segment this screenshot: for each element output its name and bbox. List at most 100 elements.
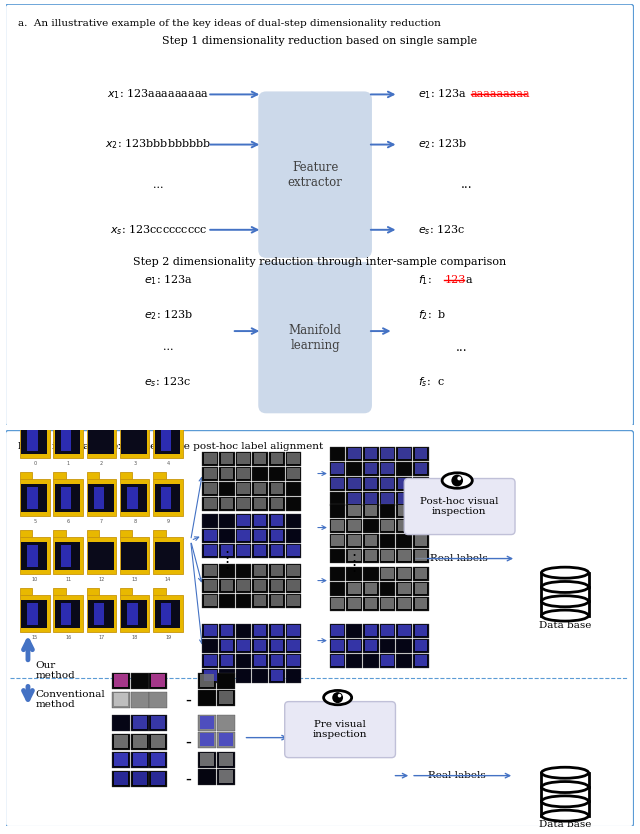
FancyBboxPatch shape [131,672,148,689]
FancyBboxPatch shape [271,565,283,576]
Text: 12: 12 [99,576,104,581]
FancyBboxPatch shape [252,466,268,480]
FancyBboxPatch shape [219,654,235,667]
FancyBboxPatch shape [330,446,346,460]
FancyBboxPatch shape [285,481,301,495]
FancyBboxPatch shape [396,504,412,518]
FancyBboxPatch shape [398,448,410,460]
FancyBboxPatch shape [236,579,252,593]
FancyBboxPatch shape [204,625,216,636]
FancyBboxPatch shape [121,600,147,628]
Text: Post-hoc visual
inspection: Post-hoc visual inspection [420,497,499,516]
FancyBboxPatch shape [348,598,360,609]
FancyBboxPatch shape [202,639,218,652]
FancyBboxPatch shape [346,476,362,490]
FancyBboxPatch shape [131,715,148,731]
FancyBboxPatch shape [254,515,266,526]
FancyBboxPatch shape [112,691,130,707]
FancyBboxPatch shape [271,545,283,556]
FancyBboxPatch shape [287,565,300,576]
FancyBboxPatch shape [252,669,268,682]
FancyBboxPatch shape [365,640,377,651]
FancyBboxPatch shape [202,496,218,510]
FancyBboxPatch shape [365,463,377,474]
FancyBboxPatch shape [155,426,180,454]
FancyBboxPatch shape [285,594,301,608]
FancyBboxPatch shape [287,545,300,556]
FancyBboxPatch shape [254,625,266,636]
FancyBboxPatch shape [112,751,130,767]
FancyBboxPatch shape [20,588,33,595]
FancyBboxPatch shape [287,595,300,606]
Text: :: : [225,547,230,562]
FancyBboxPatch shape [413,654,429,667]
FancyBboxPatch shape [237,483,250,494]
FancyBboxPatch shape [363,504,379,518]
FancyBboxPatch shape [415,640,428,651]
FancyBboxPatch shape [380,491,396,505]
FancyBboxPatch shape [365,598,377,609]
FancyBboxPatch shape [332,598,344,609]
FancyBboxPatch shape [221,545,233,556]
FancyBboxPatch shape [204,483,216,494]
FancyBboxPatch shape [217,715,235,731]
FancyBboxPatch shape [413,581,429,595]
FancyBboxPatch shape [151,753,165,766]
FancyBboxPatch shape [202,451,218,465]
Text: :: : [352,560,357,575]
FancyBboxPatch shape [219,771,233,783]
FancyBboxPatch shape [202,624,218,637]
FancyBboxPatch shape [150,771,167,786]
FancyBboxPatch shape [346,504,362,518]
FancyBboxPatch shape [252,514,268,528]
FancyBboxPatch shape [396,476,412,490]
Text: 10: 10 [32,576,38,581]
FancyBboxPatch shape [398,493,410,504]
FancyBboxPatch shape [363,639,379,652]
Ellipse shape [541,595,589,607]
FancyBboxPatch shape [413,504,429,518]
FancyBboxPatch shape [413,491,429,505]
FancyBboxPatch shape [121,484,147,512]
FancyBboxPatch shape [21,426,47,454]
Text: 9: 9 [166,519,170,524]
FancyBboxPatch shape [381,448,394,460]
Ellipse shape [332,692,343,703]
FancyBboxPatch shape [54,595,83,631]
FancyBboxPatch shape [396,461,412,475]
FancyBboxPatch shape [114,753,128,766]
Ellipse shape [541,567,589,578]
FancyBboxPatch shape [151,736,165,748]
FancyBboxPatch shape [198,769,216,785]
FancyBboxPatch shape [155,484,180,512]
FancyBboxPatch shape [380,461,396,475]
FancyBboxPatch shape [132,772,147,785]
FancyBboxPatch shape [285,624,301,637]
FancyBboxPatch shape [269,451,285,465]
FancyBboxPatch shape [332,640,344,651]
FancyBboxPatch shape [21,542,47,570]
FancyBboxPatch shape [363,476,379,490]
FancyBboxPatch shape [380,581,396,595]
FancyBboxPatch shape [259,92,372,258]
FancyBboxPatch shape [541,601,589,615]
FancyBboxPatch shape [381,598,394,609]
FancyBboxPatch shape [271,515,283,526]
FancyBboxPatch shape [381,550,394,561]
FancyBboxPatch shape [112,715,130,731]
FancyBboxPatch shape [269,529,285,543]
FancyBboxPatch shape [221,453,233,465]
FancyBboxPatch shape [348,478,360,489]
FancyBboxPatch shape [348,550,360,561]
FancyBboxPatch shape [237,468,250,479]
FancyBboxPatch shape [269,564,285,578]
FancyBboxPatch shape [415,625,428,636]
Text: 6: 6 [67,519,70,524]
FancyBboxPatch shape [541,787,589,801]
FancyBboxPatch shape [346,624,362,637]
Text: a: a [465,275,472,285]
Ellipse shape [458,476,461,480]
FancyBboxPatch shape [202,466,218,480]
FancyBboxPatch shape [219,514,235,528]
FancyBboxPatch shape [61,603,71,625]
